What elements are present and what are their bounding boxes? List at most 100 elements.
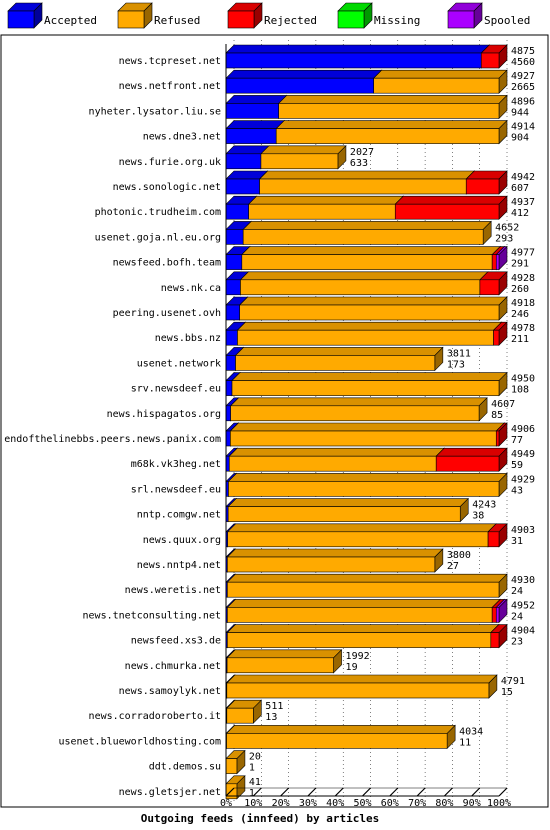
offered-count-label: 4903 — [511, 525, 535, 536]
bar-segment-spooled — [495, 245, 508, 271]
accepted-count-label: 23 — [511, 637, 523, 648]
feed-name-label: news.gletsjer.net — [119, 787, 221, 798]
accepted-count-label: 11 — [459, 737, 471, 748]
offered-count-label: 4977 — [511, 248, 535, 259]
accepted-count-label: 19 — [346, 662, 358, 673]
x-tick-mark — [389, 787, 399, 797]
bar-row — [225, 245, 508, 271]
bar-segment-refused — [226, 649, 343, 674]
accepted-count-label: 27 — [447, 561, 459, 572]
bar-row — [225, 170, 508, 195]
offered-count-label: 4896 — [511, 96, 535, 107]
offered-count-label: 4906 — [511, 424, 535, 435]
bar-row — [225, 69, 508, 94]
x-tick-label: 30% — [299, 798, 317, 809]
offered-count-label: 41 — [249, 777, 261, 788]
bar-segment-rejected — [479, 271, 508, 296]
bar-row — [225, 145, 347, 170]
legend: Accepted Refused Rejected Missing Spooled — [7, 2, 530, 29]
feed-name-label: news.bbs.nz — [155, 333, 221, 344]
bar-segment-refused — [227, 472, 508, 498]
bar-segment-refused — [260, 145, 347, 170]
legend-label-refused: Refused — [154, 14, 200, 27]
offered-count-label: 4914 — [511, 122, 535, 133]
offered-count-label: 4034 — [459, 726, 483, 737]
bar-row — [225, 119, 508, 145]
x-tick-label: 80% — [435, 798, 453, 809]
accepted-count-label: 633 — [350, 158, 368, 169]
offered-count-label: 4927 — [511, 71, 535, 82]
bar-row — [225, 94, 508, 120]
offered-count-label: 20 — [249, 752, 261, 763]
bar-row — [225, 699, 263, 724]
x-tick-mark — [307, 787, 317, 797]
chart-title: Outgoing feeds (innfeed) by articles — [141, 812, 379, 825]
bar-row — [225, 371, 508, 397]
accepted-count-label: 1 — [249, 763, 255, 774]
feed-name-label: usenet.network — [137, 358, 221, 369]
bar-row — [225, 447, 508, 472]
accepted-count-label: 77 — [511, 435, 523, 446]
offered-count-label: 4930 — [511, 575, 535, 586]
feed-name-label: usenet.blueworldhosting.com — [58, 736, 221, 747]
bar-segment-refused — [226, 623, 500, 649]
bar-segment-refused — [234, 346, 444, 372]
x-tick-mark — [362, 787, 371, 797]
feed-name-label: ddt.demos.su — [149, 762, 221, 773]
bar-segment-rejected — [480, 44, 508, 69]
feed-name-label: news.chmurka.net — [125, 661, 221, 672]
accepted-count-label: 43 — [511, 485, 523, 496]
accepted-count-label: 412 — [511, 208, 529, 219]
accepted-count-label: 246 — [511, 309, 529, 320]
accepted-count-label: 31 — [511, 536, 523, 547]
accepted-count-label: 291 — [511, 259, 529, 270]
accepted-count-label: 59 — [511, 460, 523, 471]
x-tick-mark — [498, 787, 508, 797]
bar-segment-accepted — [225, 119, 285, 145]
offered-count-label: 4942 — [511, 172, 535, 183]
feed-name-label: newsfeed.bofh.team — [113, 258, 221, 269]
accepted-count-label: 15 — [501, 687, 513, 698]
offered-count-label: 4243 — [472, 500, 496, 511]
bar-segment-rejected — [490, 623, 508, 649]
feed-name-label: news.tcpreset.net — [119, 56, 221, 67]
accepted-count-label: 944 — [511, 107, 529, 118]
plot-frame — [0, 34, 549, 808]
x-tick-label: 10% — [244, 798, 262, 809]
x-tick-mark — [471, 787, 481, 797]
x-tick-mark — [334, 787, 344, 797]
x-tick-label: 70% — [408, 798, 426, 809]
offered-count-label: 3800 — [447, 550, 471, 561]
feed-name-label: endofthelinebbs.peers.news.panix.com — [4, 434, 221, 445]
legend-swatch-missing — [337, 2, 373, 29]
bar-segment-rejected — [465, 170, 508, 195]
bar-segment-refused — [241, 245, 501, 271]
bar-row — [225, 346, 444, 372]
feed-name-label: news.samoylyk.net — [119, 686, 221, 697]
bar-segment-refused — [226, 674, 498, 699]
bar-row — [225, 598, 508, 624]
bar-row — [225, 220, 492, 246]
feed-name-label: nyheter.lysator.liu.se — [89, 106, 221, 117]
offered-count-label: 4937 — [511, 197, 535, 208]
offered-count-label: 4950 — [511, 374, 535, 385]
bar-segment-refused — [228, 447, 445, 472]
offered-count-label: 3811 — [447, 348, 471, 359]
accepted-count-label: 173 — [447, 359, 465, 370]
bar-segment-refused — [277, 94, 508, 120]
feed-name-label: m68k.vk3heg.net — [131, 459, 221, 470]
feed-name-label: news.nntp4.net — [137, 560, 221, 571]
legend-swatch-spooled — [447, 2, 483, 29]
x-tick-mark — [443, 787, 453, 797]
bar-segment-refused — [275, 119, 508, 145]
bar-segment-refused — [231, 371, 508, 397]
bar-row — [225, 497, 469, 523]
legend-swatch-refused — [117, 2, 153, 29]
feed-name-label: nntp.comgw.net — [137, 510, 221, 521]
offered-count-label: 1992 — [346, 651, 370, 662]
feed-name-label: news.tnetconsulting.net — [83, 610, 221, 621]
x-tick-label: 20% — [272, 798, 290, 809]
accepted-count-label: 2665 — [511, 82, 535, 93]
bar-row — [225, 649, 343, 674]
accepted-count-label: 38 — [472, 511, 484, 522]
